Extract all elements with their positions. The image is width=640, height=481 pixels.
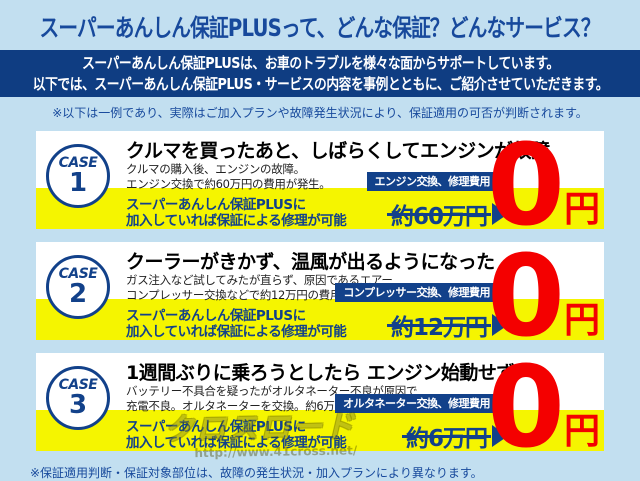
benefit-highlight-band (36, 410, 604, 451)
case-headline: クルマを買ったあと、しばらくしてエンジンが故障 (126, 140, 550, 162)
final-price: 0 円 (487, 232, 600, 362)
case-description-line1: ガス注入など試してみたが直らず、原因であるエアー (126, 273, 393, 287)
benefit-line2: 加入していれば保証による修理が可能 (126, 324, 347, 340)
final-price: 0 円 (487, 121, 600, 251)
page-title-text: スーパーあんしん保証PLUSって、どんな保証？どんなサービス？ (39, 13, 601, 42)
original-price-strikethrough: 約12万円 (386, 308, 492, 342)
intro-banner: スーパーあんしん保証PLUSは、お車のトラブルを様々な面からサポートしています。… (0, 50, 640, 97)
final-price-value: 0 (487, 121, 565, 251)
benefit-text: スーパーあんしん保証PLUSに 加入していれば保証による修理が可能 (126, 197, 347, 229)
case-description-line2: コンプレッサー交換などで約12万円の費用が発生。 (126, 287, 386, 302)
benefit-line1: スーパーあんしん保証PLUSに (126, 419, 306, 435)
benefit-line2: 加入していれば保証による修理が可能 (126, 435, 347, 451)
final-price-unit: 円 (563, 189, 600, 230)
benefit-line1: スーパーあんしん保証PLUSに (126, 197, 306, 213)
page-title: スーパーあんしん保証PLUSって、どんな保証？どんなサービス？ (0, 0, 640, 50)
benefit-line2: 加入していれば保証による修理が可能 (126, 213, 347, 229)
benefit-highlight-band (36, 299, 604, 340)
intro-line-2: 以下では、スーパーあんしん保証PLUS・サービスの内容を事例とともに、ご紹介させ… (32, 74, 608, 93)
case-2-badge: CASE 2 (46, 255, 110, 319)
final-price-value: 0 (487, 343, 565, 473)
case-badge-word: CASE (58, 155, 98, 171)
original-price-strikethrough: 約60万円 (386, 197, 492, 231)
case-card-3: CASE 3 1週間ぶりに乗ろうとしたら エンジン始動せず バッテリー不具合を疑… (36, 343, 604, 473)
final-price-value: 0 (487, 232, 565, 362)
case-list: CASE 1 クルマを買ったあと、しばらくしてエンジンが故障 クルマの購入後、エ… (0, 121, 640, 473)
case-badge-number: 2 (68, 279, 88, 309)
intro-line-1: スーパーあんしん保証PLUSは、お車のトラブルを様々な面からサポートしています。 (81, 53, 559, 72)
benefit-text: スーパーあんしん保証PLUSに 加入していれば保証による修理が可能 (126, 419, 347, 451)
case-headline: 1週間ぶりに乗ろうとしたら エンジン始動せず (126, 362, 515, 384)
case-1-badge: CASE 1 (46, 144, 110, 208)
case-3-badge: CASE 3 (46, 366, 110, 430)
price-arrow-icon (492, 314, 508, 336)
top-disclaimer: ※以下は一例であり、実際はご加入プランや故障発生状況により、保証適用の可否が判断… (52, 106, 588, 120)
final-price: 0 円 (487, 343, 600, 473)
price-arrow-icon (492, 203, 508, 225)
bottom-disclaimer: ※保証適用判断・保証対象部位は、故障の発生状況・加入プランにより異なります。 (30, 466, 483, 480)
case-badge-number: 1 (68, 168, 88, 198)
case-description: ガス注入など試してみたが直らず、原因であるエアー コンプレッサー交換などで約12… (126, 273, 393, 302)
case-description-line1: クルマの購入後、エンジンの故障。 (126, 162, 305, 176)
cost-label: コンプレッサー交換、修理費用 (335, 283, 498, 302)
case-card-2: CASE 2 クーラーがきかず、温風が出るようになった ガス注入など試してみたが… (36, 232, 604, 362)
case-description: クルマの購入後、エンジンの故障。 エンジン交換で約60万円の費用が発生。 (126, 162, 331, 191)
price-comparison: 約60万円 (386, 197, 508, 231)
case-description-line2: エンジン交換で約60万円の費用が発生。 (126, 176, 331, 191)
case-badge-number: 3 (68, 390, 88, 420)
cost-label: オルタネーター交換、修理費用 (335, 394, 498, 413)
case-badge-word: CASE (58, 266, 98, 282)
case-badge-word: CASE (58, 377, 98, 393)
price-comparison: 約12万円 (386, 308, 508, 342)
price-arrow-icon (492, 425, 508, 447)
final-price-unit: 円 (563, 411, 600, 452)
final-price-unit: 円 (563, 300, 600, 341)
original-price-strikethrough: 約6万円 (401, 419, 492, 453)
case-card-1: CASE 1 クルマを買ったあと、しばらくしてエンジンが故障 クルマの購入後、エ… (36, 121, 604, 251)
price-comparison: 約6万円 (401, 419, 508, 453)
case-headline: クーラーがきかず、温風が出るようになった (126, 251, 495, 273)
benefit-text: スーパーあんしん保証PLUSに 加入していれば保証による修理が可能 (126, 308, 347, 340)
benefit-line1: スーパーあんしん保証PLUSに (126, 308, 306, 324)
cost-label: エンジン交換、修理費用 (366, 172, 498, 191)
benefit-highlight-band (36, 188, 604, 229)
